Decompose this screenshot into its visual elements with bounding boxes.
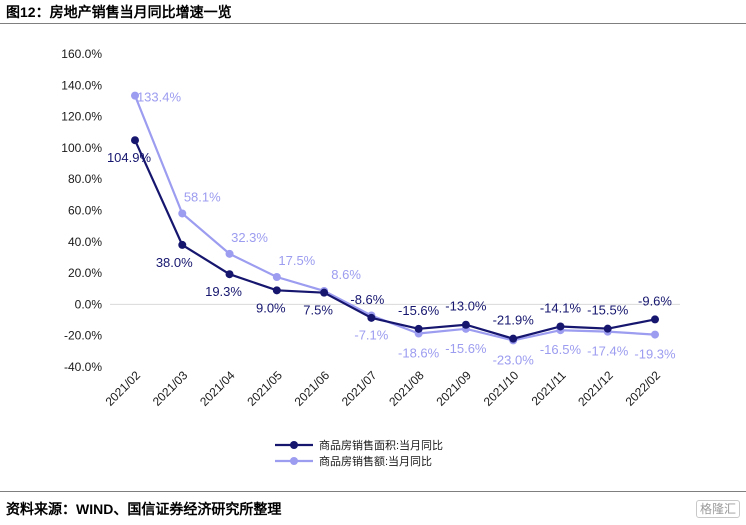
data-label: -23.0% bbox=[493, 352, 535, 367]
figure-title: 图12：房地产销售当月同比增速一览 bbox=[6, 4, 232, 20]
source-note: 资料来源：WIND、国信证券经济研究所整理 bbox=[6, 501, 282, 517]
data-label: -18.6% bbox=[398, 346, 440, 361]
y-tick-label: 120.0% bbox=[61, 110, 102, 124]
data-point bbox=[509, 334, 518, 343]
data-label: -9.6% bbox=[638, 293, 672, 308]
data-point bbox=[131, 91, 139, 100]
data-point bbox=[272, 273, 281, 282]
data-label: -13.0% bbox=[445, 299, 487, 314]
y-tick-label: 80.0% bbox=[68, 172, 102, 186]
legend-label: 商品房销售面积:当月同比 bbox=[319, 438, 443, 452]
x-tick-label: 2022/02 bbox=[623, 368, 664, 409]
x-tick-label: 2021/06 bbox=[292, 368, 333, 409]
x-tick-label: 2021/10 bbox=[481, 368, 522, 409]
y-tick-label: 160.0% bbox=[61, 47, 102, 61]
line-chart: -40.0% -20.0% 0.0% 20.0% 40.0% 60.0% 80.0% 100.… bbox=[61, 47, 680, 468]
data-label: 17.5% bbox=[278, 253, 315, 268]
data-label: 58.1% bbox=[184, 189, 221, 204]
data-label: -15.5% bbox=[587, 303, 629, 318]
data-label: 19.3% bbox=[205, 284, 242, 299]
data-label: -14.1% bbox=[540, 300, 582, 315]
x-tick-label: 2021/02 bbox=[103, 368, 144, 409]
y-tick-label: 20.0% bbox=[68, 266, 102, 280]
data-point bbox=[320, 288, 329, 297]
data-label: -15.6% bbox=[445, 341, 487, 356]
data-point bbox=[178, 209, 187, 218]
y-tick-label: 40.0% bbox=[68, 235, 102, 249]
series-layer bbox=[131, 91, 659, 345]
data-point bbox=[367, 313, 376, 322]
series-line bbox=[133, 139, 656, 340]
y-tick-label: -20.0% bbox=[64, 329, 102, 343]
data-point bbox=[414, 324, 423, 333]
x-tick-label: 2021/04 bbox=[197, 368, 238, 409]
data-label: -16.5% bbox=[540, 342, 582, 357]
data-label: -21.9% bbox=[493, 313, 535, 328]
legend-swatch-marker bbox=[290, 457, 298, 465]
x-tick-label: 2021/09 bbox=[433, 368, 474, 409]
y-tick-label: 0.0% bbox=[75, 297, 103, 311]
data-point bbox=[131, 136, 139, 145]
legend-label: 商品房销售额:当月同比 bbox=[319, 454, 432, 468]
data-labels: 104.9% 38.0% 19.3% 9.0% 7.5% -8.6% -15.6% -13.0… bbox=[107, 90, 676, 368]
data-point bbox=[225, 249, 234, 258]
y-tick-label: -40.0% bbox=[64, 360, 102, 374]
x-tick-label: 2021/07 bbox=[339, 368, 380, 409]
data-label: 133.4% bbox=[137, 90, 182, 105]
series-line bbox=[133, 95, 656, 342]
data-label: -19.3% bbox=[634, 347, 676, 362]
data-label: -8.6% bbox=[350, 292, 384, 307]
y-tick-label: 100.0% bbox=[61, 141, 102, 155]
x-tick-label: 2021/12 bbox=[575, 368, 616, 409]
data-label: -15.6% bbox=[398, 303, 440, 318]
data-label: 8.6% bbox=[331, 267, 361, 282]
data-label: 9.0% bbox=[256, 300, 286, 315]
data-label: 104.9% bbox=[107, 150, 152, 165]
data-label: 7.5% bbox=[303, 303, 333, 318]
top-divider bbox=[0, 23, 746, 24]
legend-swatch-marker bbox=[290, 441, 298, 449]
data-point bbox=[178, 240, 187, 249]
data-label: 32.3% bbox=[231, 230, 268, 245]
data-point bbox=[272, 286, 281, 295]
bottom-divider bbox=[0, 491, 746, 492]
x-tick-label: 2021/08 bbox=[386, 368, 427, 409]
data-point bbox=[461, 320, 470, 329]
data-point bbox=[225, 270, 234, 279]
y-axis: -40.0% -20.0% 0.0% 20.0% 40.0% 60.0% 80.0% 100.… bbox=[61, 47, 102, 374]
x-tick-label: 2021/05 bbox=[244, 368, 285, 409]
data-label: 38.0% bbox=[156, 255, 193, 270]
data-point bbox=[556, 322, 565, 331]
data-point bbox=[651, 315, 659, 324]
watermark-logo: 格隆汇 bbox=[695, 500, 740, 518]
data-point bbox=[651, 330, 659, 339]
data-label: -17.4% bbox=[587, 344, 629, 359]
y-tick-label: 60.0% bbox=[68, 204, 102, 218]
x-tick-label: 2021/11 bbox=[529, 368, 569, 408]
data-label: -7.1% bbox=[354, 328, 388, 343]
x-tick-label: 2021/03 bbox=[150, 368, 191, 409]
data-point bbox=[603, 324, 612, 333]
y-tick-label: 140.0% bbox=[61, 78, 102, 92]
